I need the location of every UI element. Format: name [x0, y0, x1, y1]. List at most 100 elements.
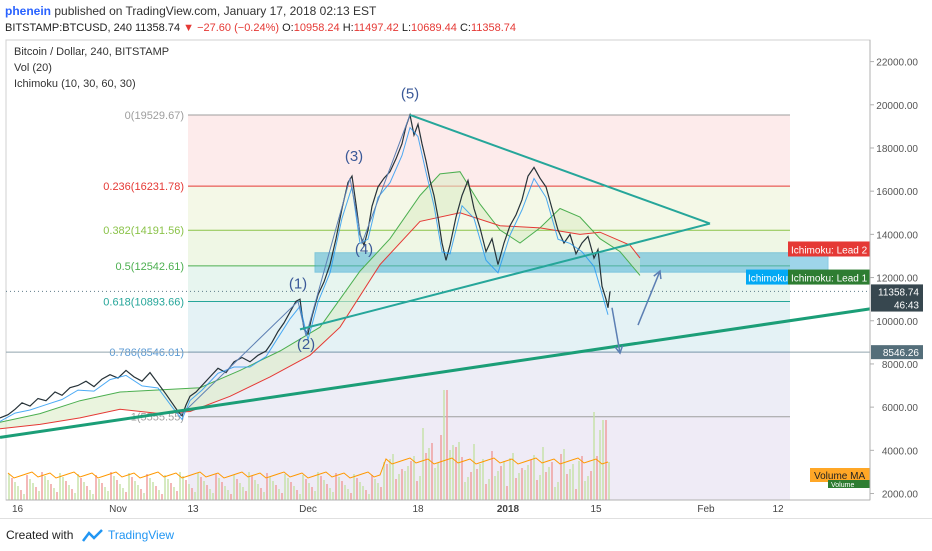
volume-bar [407, 466, 409, 500]
x-tick-label: Feb [697, 504, 715, 515]
volume-ma-tag [810, 468, 870, 482]
volume-bar [122, 488, 124, 500]
volume-bar [608, 462, 610, 500]
low-label: L: [401, 22, 412, 34]
volume-bar [92, 494, 94, 500]
volume-bar [539, 475, 541, 500]
volume-bar [578, 461, 580, 500]
volume-bar [146, 474, 148, 500]
legend-volume: Vol (20) [14, 62, 52, 74]
volume-bar [596, 456, 598, 500]
volume-bar [41, 472, 43, 500]
volume-bar [167, 479, 169, 500]
support-zone-box [314, 252, 829, 273]
fib-level-label: 0.236(16231.78) [103, 181, 184, 193]
ichimoku-lead2-tag [788, 241, 870, 257]
volume-bar [365, 490, 367, 500]
volume-bar [74, 493, 76, 500]
volume-bar [473, 444, 475, 500]
volume-bar [215, 474, 217, 500]
volume-bar [512, 453, 514, 500]
volume-bar [224, 486, 226, 500]
volume-bar [47, 480, 49, 500]
volume-bar [209, 489, 211, 500]
volume-bar [98, 479, 100, 500]
volume-bar [521, 468, 523, 500]
volume-bar [485, 484, 487, 500]
volume-bar [206, 485, 208, 500]
volume-bar [479, 464, 481, 500]
volume-bar [65, 481, 67, 500]
volume-bar [125, 492, 127, 500]
fib-zone [188, 186, 790, 231]
volume-bar [437, 463, 439, 500]
volume-bar [134, 481, 136, 500]
price-change: −27.60 (−0.24%) [197, 22, 280, 34]
y-tick-label: 10000.00 [876, 317, 918, 328]
volume-bar [440, 435, 442, 500]
volume-bar [143, 493, 145, 500]
volume-bar [140, 489, 142, 500]
volume-bar [221, 482, 223, 500]
volume-bar [251, 476, 253, 500]
quote-line: BITSTAMP:BTCUSD, 240 11358.74 ▼ −27.60 (… [5, 22, 516, 34]
volume-bar [368, 494, 370, 500]
volume-bar [524, 470, 526, 500]
volume-bar [218, 478, 220, 500]
price-chart[interactable]: 0(19529.67) 0.236(16231.78) 0.382(14191.56… [0, 38, 932, 518]
volume-bar [287, 478, 289, 500]
fib-level-label: 0.786(8546.01) [109, 347, 184, 359]
wave-label: (5) [401, 85, 419, 102]
volume-bar [233, 475, 235, 500]
wave-label: (4) [355, 241, 373, 258]
volume-bar [401, 469, 403, 500]
tradingview-logo-icon [82, 529, 103, 542]
volume-bar [299, 494, 301, 500]
x-tick-label: 13 [187, 504, 199, 515]
author-link[interactable]: phenein [5, 4, 52, 18]
volume-bar [278, 489, 280, 500]
volume-bar [455, 447, 457, 500]
fib-level-label: 0.382(14191.56) [103, 225, 184, 237]
volume-bar [557, 482, 559, 500]
chart-area[interactable]: 0(19529.67) 0.236(16231.78) 0.382(14191.56… [0, 38, 932, 518]
volume-bar [545, 472, 547, 500]
open-label: O: [282, 22, 294, 34]
volume-bar [506, 486, 508, 500]
volume-bar [428, 448, 430, 500]
volume-bar [377, 483, 379, 500]
volume-bar [197, 473, 199, 500]
volume-bar [590, 471, 592, 500]
y-tick-label: 14000.00 [876, 230, 918, 241]
volume-bar [371, 475, 373, 500]
volume-bar [239, 483, 241, 500]
volume-bar [491, 451, 493, 500]
volume-bar [152, 482, 154, 500]
volume-bar [35, 487, 37, 500]
open-value: 10958.24 [293, 22, 340, 34]
symbol-label[interactable]: BITSTAMP:BTCUSD, 240 [5, 22, 132, 34]
volume-bar [422, 428, 424, 500]
ichimoku-conversion-line [0, 126, 609, 422]
volume-bar [593, 412, 595, 500]
volume-bar [395, 479, 397, 500]
volume-bar [323, 480, 325, 500]
low-value: 10689.44 [411, 22, 457, 34]
volume-bar [515, 478, 517, 500]
close-label: C: [459, 22, 471, 34]
volume-bar [86, 486, 88, 500]
volume-bar [245, 491, 247, 500]
volume-bar [77, 474, 79, 500]
tradingview-brand[interactable]: TradingView [108, 528, 175, 542]
volume-tag [828, 480, 870, 488]
volume-bar [326, 484, 328, 500]
x-tick-label: 12 [772, 504, 784, 515]
volume-bar [29, 479, 31, 500]
volume-bar [383, 462, 385, 500]
x-tick-label: Dec [299, 504, 317, 515]
volume-bar [575, 489, 577, 500]
volume-bar [470, 472, 472, 500]
y-tick-label: 8000.00 [882, 360, 919, 371]
publication-text: published on TradingView.com, January 17… [54, 4, 377, 18]
price-tag [871, 284, 923, 299]
